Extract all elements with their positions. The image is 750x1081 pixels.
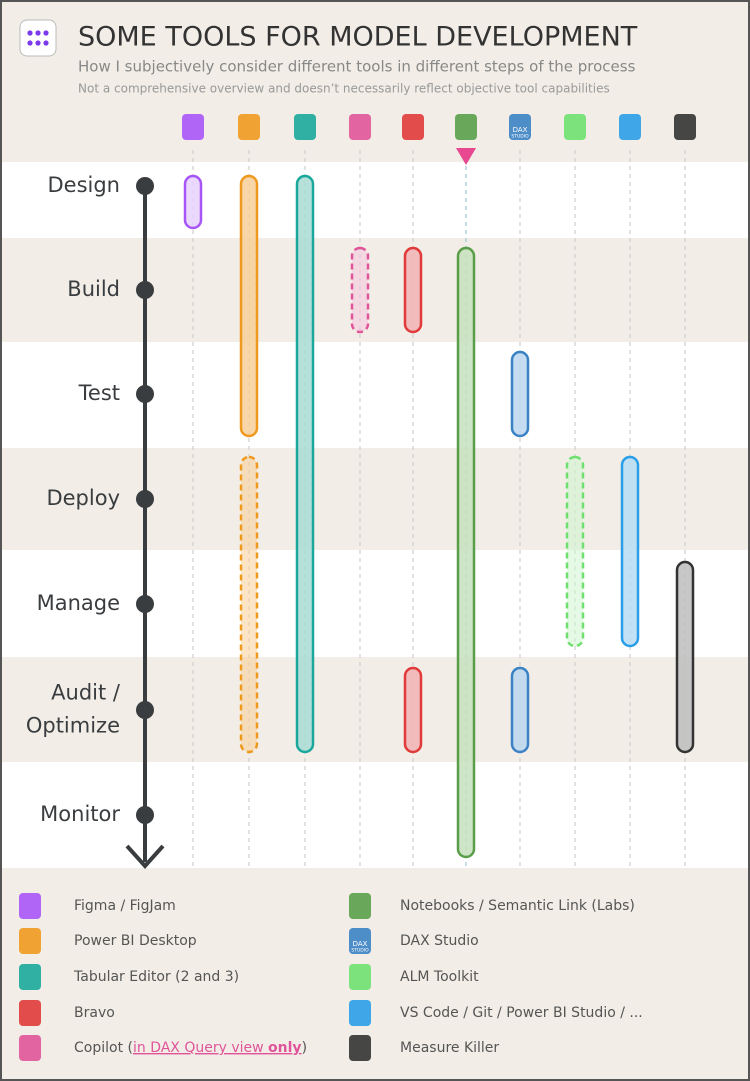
step-dot [136, 806, 154, 824]
row-band [0, 238, 750, 342]
header-icon [19, 19, 57, 57]
tool-bar [183, 174, 203, 230]
legend-text: Tabular Editor (2 and 3) [73, 969, 239, 985]
legend-label: Power BI Desktop [74, 933, 197, 949]
tool-icon [509, 114, 531, 140]
row-band [0, 162, 750, 238]
legend-text: only [268, 1040, 302, 1056]
step-label: Audit / [51, 681, 121, 705]
step-label: Test [78, 381, 120, 405]
step-dot [136, 177, 154, 195]
tool-icon [294, 114, 316, 140]
icon-label: STUDIO [351, 948, 369, 954]
note: Not a comprehensive overview and doesn’t… [78, 82, 610, 96]
legend-label: Copilot (in DAX Query view only) [74, 1040, 307, 1056]
tool-icon [19, 964, 41, 990]
legend-text: Power BI Desktop [74, 933, 197, 949]
tool-bar [350, 246, 370, 334]
tool-icon [19, 1000, 41, 1026]
tool-icon [349, 114, 371, 140]
legend-text: ) [302, 1040, 307, 1056]
step-label: Optimize [26, 714, 120, 738]
legend-text: DAX Studio [400, 933, 479, 949]
step-label: Design [47, 173, 120, 197]
tool-icon [349, 1000, 371, 1026]
step-dot [136, 385, 154, 403]
tool-icon [674, 114, 696, 140]
step-label: Deploy [46, 486, 120, 510]
legend-text: in DAX Query view [133, 1040, 268, 1056]
tool-bar [239, 174, 259, 438]
tool-bar [510, 350, 530, 438]
tool-icon [564, 114, 586, 140]
tool-bar [456, 246, 476, 859]
legend-text: Bravo [74, 1005, 115, 1021]
tool-icon [455, 114, 477, 140]
step-dot [136, 595, 154, 613]
legend-text: Copilot ( [74, 1040, 133, 1056]
tool-icon [19, 928, 41, 954]
tool-bar [675, 560, 695, 754]
legend-label: ALM Toolkit [400, 969, 479, 985]
row-band [0, 657, 750, 762]
tool-bar [510, 666, 530, 754]
step-label: Monitor [40, 802, 120, 826]
row-band [0, 342, 750, 448]
tool-bar [403, 666, 423, 754]
subtitle: How I subjectively consider different to… [78, 58, 636, 76]
tool-bar [239, 455, 259, 754]
step-label: Build [67, 277, 120, 301]
title: SOME TOOLS FOR MODEL DEVELOPMENT [78, 22, 638, 53]
icon-label: DAX [353, 940, 368, 948]
legend-label: Figma / FigJam [74, 898, 176, 914]
step-dot [136, 490, 154, 508]
tool-icon [182, 114, 204, 140]
legend-label: Measure Killer [400, 1040, 499, 1056]
tool-icon [349, 893, 371, 919]
icon-label: DAX [513, 126, 528, 134]
legend-label: VS Code / Git / Power BI Studio / ... [400, 1005, 643, 1021]
legend-label: Tabular Editor (2 and 3) [73, 969, 239, 985]
tool-icon [238, 114, 260, 140]
legend-text: Figma / FigJam [74, 898, 176, 914]
tool-bar [403, 246, 423, 334]
legend-label: DAX Studio [400, 933, 479, 949]
pointer [456, 148, 476, 165]
timeline-arrow [125, 844, 165, 869]
legend-label: Notebooks / Semantic Link (Labs) [400, 898, 635, 914]
icon-label: STUDIO [511, 134, 529, 140]
legend-text: Notebooks / Semantic Link (Labs) [400, 898, 635, 914]
row-band [0, 762, 750, 868]
legend-text: Measure Killer [400, 1040, 499, 1056]
tool-icon [349, 1035, 371, 1061]
tool-icon [619, 114, 641, 140]
tool-icon [402, 114, 424, 140]
step-label: Manage [37, 591, 120, 615]
legend-text: ALM Toolkit [400, 969, 479, 985]
tool-bar [620, 455, 640, 648]
tool-bar [295, 174, 315, 754]
tool-bar [565, 455, 585, 648]
legend-text: VS Code / Git / Power BI Studio / ... [400, 1005, 643, 1021]
tool-icon [349, 964, 371, 990]
header-icon-dots [27, 30, 49, 46]
tool-icon [19, 1035, 41, 1061]
step-dot [136, 701, 154, 719]
legend-label: Bravo [74, 1005, 115, 1021]
tool-icon [19, 893, 41, 919]
tool-icon [349, 928, 371, 954]
step-dot [136, 281, 154, 299]
